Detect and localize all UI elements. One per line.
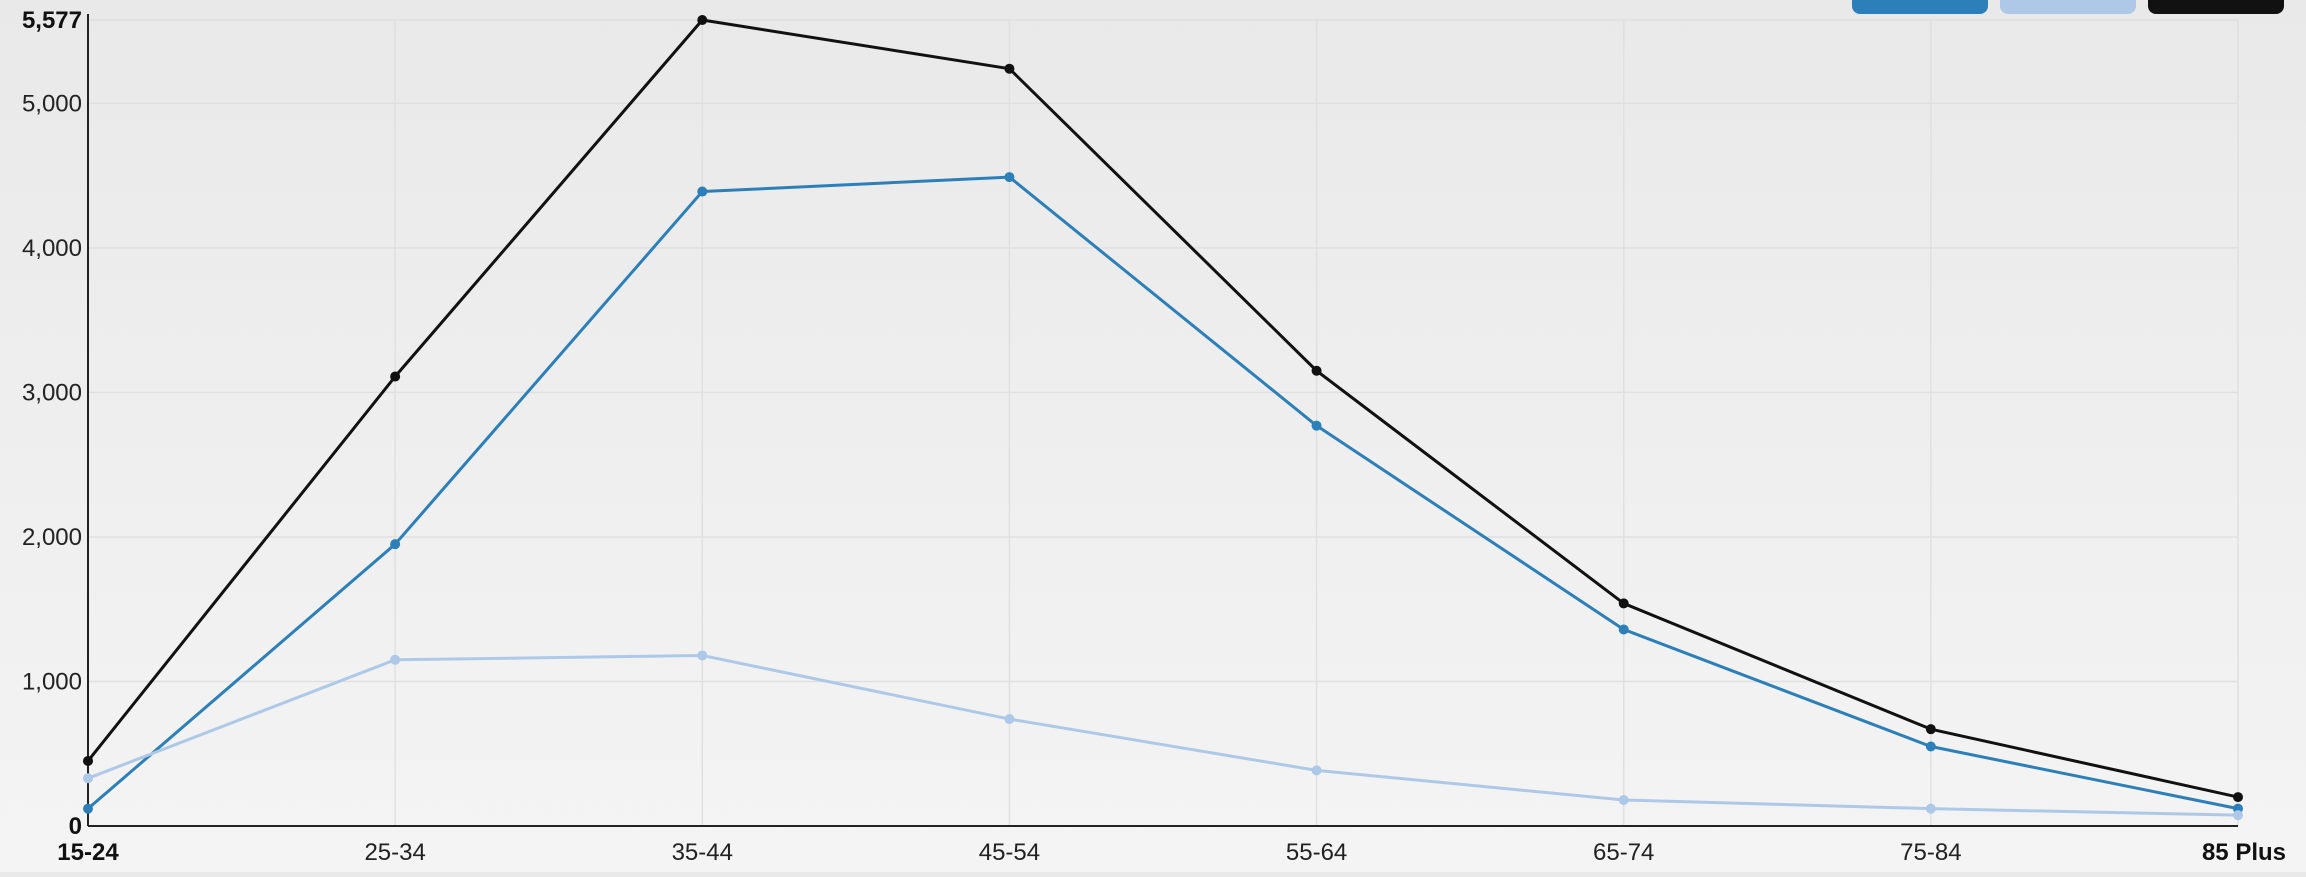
- legend-swatch[interactable]: [2148, 0, 2284, 14]
- data-point[interactable]: [83, 803, 93, 814]
- x-tick-label: 25-34: [364, 839, 425, 866]
- x-tick-label: 35-44: [672, 839, 733, 866]
- data-point[interactable]: [1618, 598, 1629, 609]
- y-tick-label: 4,000: [22, 235, 82, 262]
- axis-layer: 0 1,000 2,000 3,000 4,000 5,000 5,577 15-24 25-3…: [22, 7, 2286, 866]
- legend-swatch[interactable]: [1852, 0, 1988, 14]
- x-tick-label: 65-74: [1593, 839, 1654, 866]
- data-point[interactable]: [697, 650, 708, 661]
- data-point[interactable]: [1925, 741, 1936, 752]
- legend[interactable]: [1852, 0, 2284, 14]
- series-line[interactable]: [87, 175, 2239, 811]
- series-0[interactable]: [83, 172, 2243, 814]
- x-tick-label: 75-84: [1900, 839, 1961, 866]
- x-tick-label: 45-54: [979, 839, 1040, 866]
- legend-swatch[interactable]: [2000, 0, 2136, 14]
- data-point[interactable]: [1311, 365, 1322, 376]
- data-point[interactable]: [390, 654, 401, 665]
- data-point[interactable]: [83, 755, 93, 766]
- data-point[interactable]: [1004, 714, 1015, 725]
- data-point[interactable]: [1925, 803, 1936, 814]
- grid-layer: [88, 19, 2239, 826]
- y-tick-label: 0: [69, 813, 82, 840]
- data-point[interactable]: [697, 15, 708, 25]
- data-point[interactable]: [390, 539, 401, 550]
- data-point[interactable]: [1311, 420, 1322, 431]
- data-point[interactable]: [83, 773, 93, 784]
- x-tick-label: 15-24: [57, 839, 119, 866]
- y-tick-label: 2,000: [22, 524, 82, 551]
- data-point[interactable]: [1311, 765, 1322, 776]
- data-point[interactable]: [390, 371, 401, 382]
- y-tick-label: 5,000: [22, 90, 82, 117]
- x-tick-label: 85 Plus: [2202, 839, 2286, 866]
- data-point[interactable]: [1004, 63, 1015, 74]
- x-tick-label: 55-64: [1286, 839, 1347, 866]
- data-point[interactable]: [1925, 724, 1936, 735]
- data-point[interactable]: [2233, 810, 2243, 821]
- series-line[interactable]: [86, 18, 2239, 799]
- data-point[interactable]: [1618, 794, 1629, 805]
- data-point[interactable]: [1004, 172, 1015, 183]
- series-2[interactable]: [83, 15, 2243, 803]
- series-line[interactable]: [87, 653, 2239, 817]
- series-1[interactable]: [83, 650, 2243, 821]
- y-tick-label: 3,000: [22, 379, 82, 406]
- data-point[interactable]: [1618, 624, 1629, 635]
- y-tick-label: 1,000: [22, 668, 82, 695]
- series-layer: [83, 15, 2243, 821]
- data-point[interactable]: [2233, 792, 2243, 803]
- data-point[interactable]: [697, 186, 708, 197]
- y-tick-label: 5,577: [22, 7, 82, 34]
